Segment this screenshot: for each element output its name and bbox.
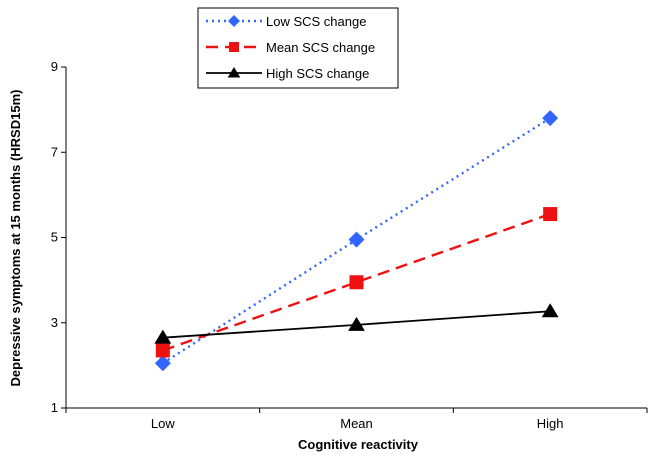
legend-marker <box>229 42 239 52</box>
legend-item: Low SCS change <box>206 14 366 29</box>
x-tick-label: Low <box>151 416 175 431</box>
data-point <box>542 110 559 127</box>
data-point <box>154 355 171 372</box>
series-line <box>162 212 551 352</box>
y-axis-title: Depressive symptoms at 15 months (HRSD15… <box>8 90 23 387</box>
x-axis-title: Cognitive reactivity <box>298 437 419 452</box>
series-2 <box>154 303 559 344</box>
data-point <box>154 329 172 344</box>
data-point <box>348 316 365 331</box>
y-tick-label: 3 <box>51 315 58 330</box>
x-tick-label: High <box>537 416 564 431</box>
data-point <box>543 207 558 222</box>
legend-label: Low SCS change <box>266 14 366 29</box>
series-1 <box>155 207 558 358</box>
data-point <box>348 231 365 248</box>
legend-item: Mean SCS change <box>206 40 375 55</box>
x-tick-label: Mean <box>340 416 373 431</box>
y-tick-label: 9 <box>51 59 58 74</box>
legend: Low SCS change Mean SCS change High SCS ch… <box>197 7 399 89</box>
data-point <box>349 275 364 290</box>
legend-marker <box>228 15 240 27</box>
series-layer <box>154 110 559 372</box>
legend-item: High SCS change <box>206 66 369 81</box>
y-tick-label: 7 <box>51 144 58 159</box>
data-point <box>541 303 559 318</box>
data-point <box>155 343 170 358</box>
legend-label: High SCS change <box>266 66 369 81</box>
y-tick-label: 1 <box>51 400 58 415</box>
series-0 <box>154 110 559 372</box>
legend-marker <box>227 67 241 78</box>
legend-label: Mean SCS change <box>266 40 375 55</box>
y-tick-label: 5 <box>51 230 58 245</box>
axes: 1 3 5 7 9 Low Mean High <box>51 59 648 431</box>
